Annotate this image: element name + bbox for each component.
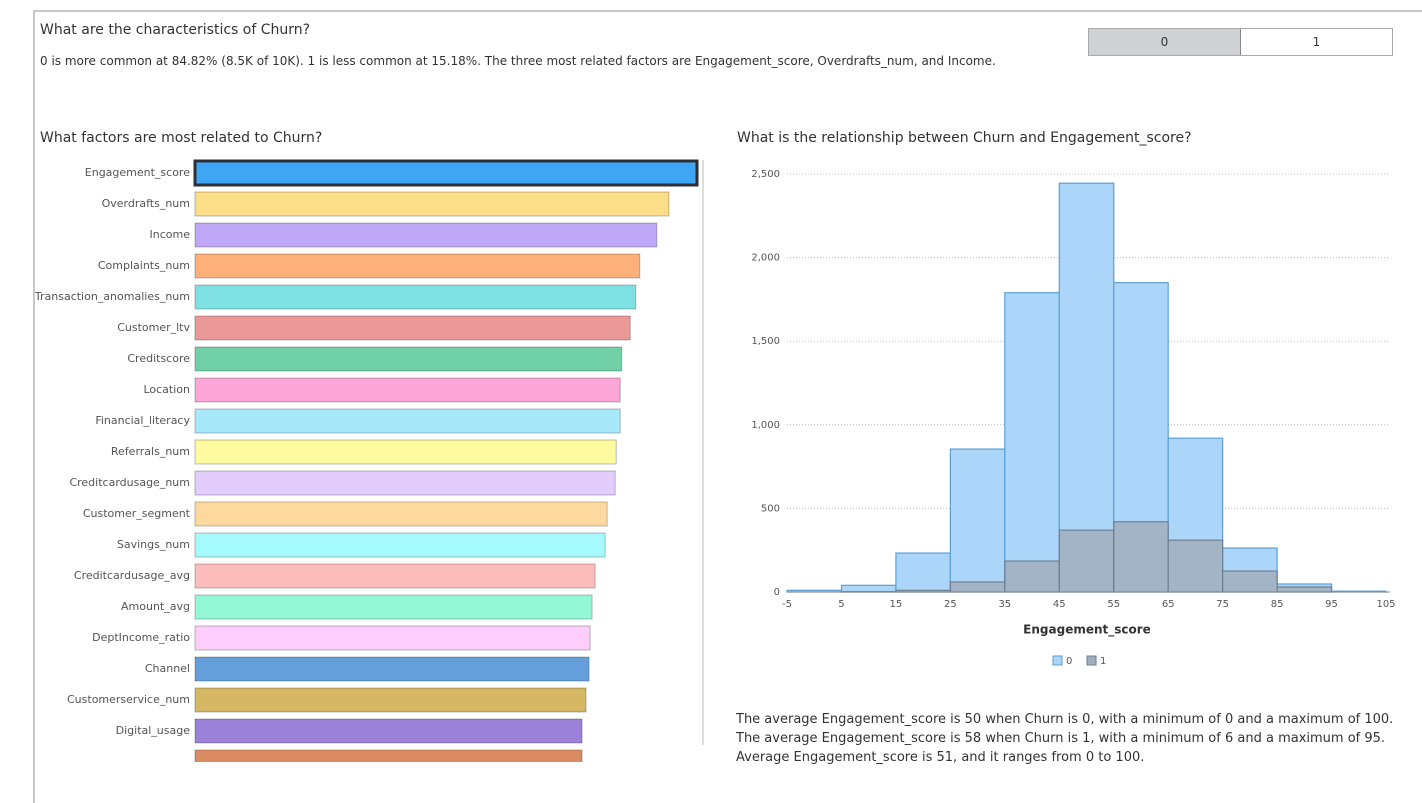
bar [194,439,617,465]
x-tick-label: 85 [1271,599,1284,610]
category-label: Customerservice_num [67,693,190,706]
bar [194,749,583,762]
histogram-bar [949,581,1006,593]
histogram-bar [1004,292,1060,593]
footer-text: The average Engagement_score is 50 when … [736,712,1394,765]
chart-title: What is the relationship between Churn a… [737,130,1192,146]
page-title: What are the characteristics of Churn? [40,22,311,38]
bar [194,594,593,620]
bar [194,222,658,248]
bar [194,191,670,217]
x-tick-label: 35 [998,599,1011,610]
bar [194,253,641,279]
category-label: Overdrafts_num [102,197,190,210]
x-tick-label: 65 [1162,599,1175,610]
histogram-bar [1004,560,1060,593]
histogram-group: 0 500 1,000 1,500 2,000 2,500 -5 5 15 25 35 45 55 65 7… [751,169,1395,667]
category-label: Creditscore [127,352,190,365]
x-tick-label: 95 [1325,599,1338,610]
category-label: Location [143,383,190,396]
histogram-bar [895,552,951,593]
category-label: Digital_usage [116,724,191,737]
bar [193,159,699,187]
histogram-bar [1058,529,1115,593]
bar [194,470,616,496]
category-label: Income [150,228,191,241]
category-label: Creditcardusage_num [69,476,190,489]
x-tick-label: 25 [944,599,957,610]
category-label: Channel [145,662,190,675]
category-label: Customer_segment [83,507,191,520]
category-label: Complaints_num [98,259,190,272]
toggle-option[interactable]: 0 [1089,29,1241,55]
category-label: Amount_avg [121,600,190,613]
category-label: Financial_literacy [95,414,190,427]
histogram-bar [840,584,897,593]
x-tick-label: 105 [1376,599,1395,610]
bar [194,501,608,527]
bar-group: Engagement_score Overdrafts_num Income Comp… [34,159,699,762]
category-label: Creditcardusage_avg [74,569,190,582]
y-tick-label: 1,000 [751,420,780,431]
bar [194,656,590,682]
chart-title: What factors are most related to Churn? [40,130,322,146]
category-label: Referrals_num [111,445,190,458]
bar [194,625,591,651]
legend-label: 1 [1100,656,1106,667]
bar [194,718,583,744]
x-axis-label: Engagement_score [1023,623,1151,638]
legend-swatch [1086,655,1097,666]
y-tick-label: 1,500 [751,336,780,347]
legend-swatch [1052,655,1063,666]
histogram-bar [1276,586,1333,593]
bar [194,315,631,341]
category-label: DeptIncome_ratio [92,631,190,644]
x-tick-label: 75 [1216,599,1229,610]
histogram-bar [1222,570,1278,593]
y-tick-label: 0 [774,587,780,598]
y-tick-label: 2,500 [751,169,780,180]
toggle-option[interactable]: 1 [1312,35,1321,49]
histogram-bar [1058,182,1115,593]
bar [194,532,606,558]
x-tick-label: 5 [838,599,844,610]
category-label: Transaction_anomalies_num [34,290,190,303]
category-label: Engagement_score [85,166,190,179]
histogram-bar [1113,521,1169,593]
x-tick-label: -5 [782,599,792,610]
histogram-bar [949,448,1006,593]
y-tick-label: 2,000 [751,253,780,264]
bar [194,408,621,434]
toggle: 0 1 [1088,28,1393,56]
x-tick-label: 45 [1053,599,1066,610]
histogram-bar [1167,539,1224,593]
x-tick-label: 55 [1107,599,1120,610]
bar [194,563,596,589]
category-label: Customer_ltv [117,321,190,334]
panel-frame [33,10,1422,803]
summary: 0 is more common at 84.82% (8.5K of 10K)… [40,54,996,68]
y-tick-label: 500 [761,503,780,514]
bar [194,284,637,310]
bar [194,687,587,713]
legend-label: 0 [1066,656,1072,667]
bar [194,346,623,372]
x-tick-label: 15 [890,599,903,610]
bar [194,377,621,403]
category-label: Savings_num [117,538,190,551]
